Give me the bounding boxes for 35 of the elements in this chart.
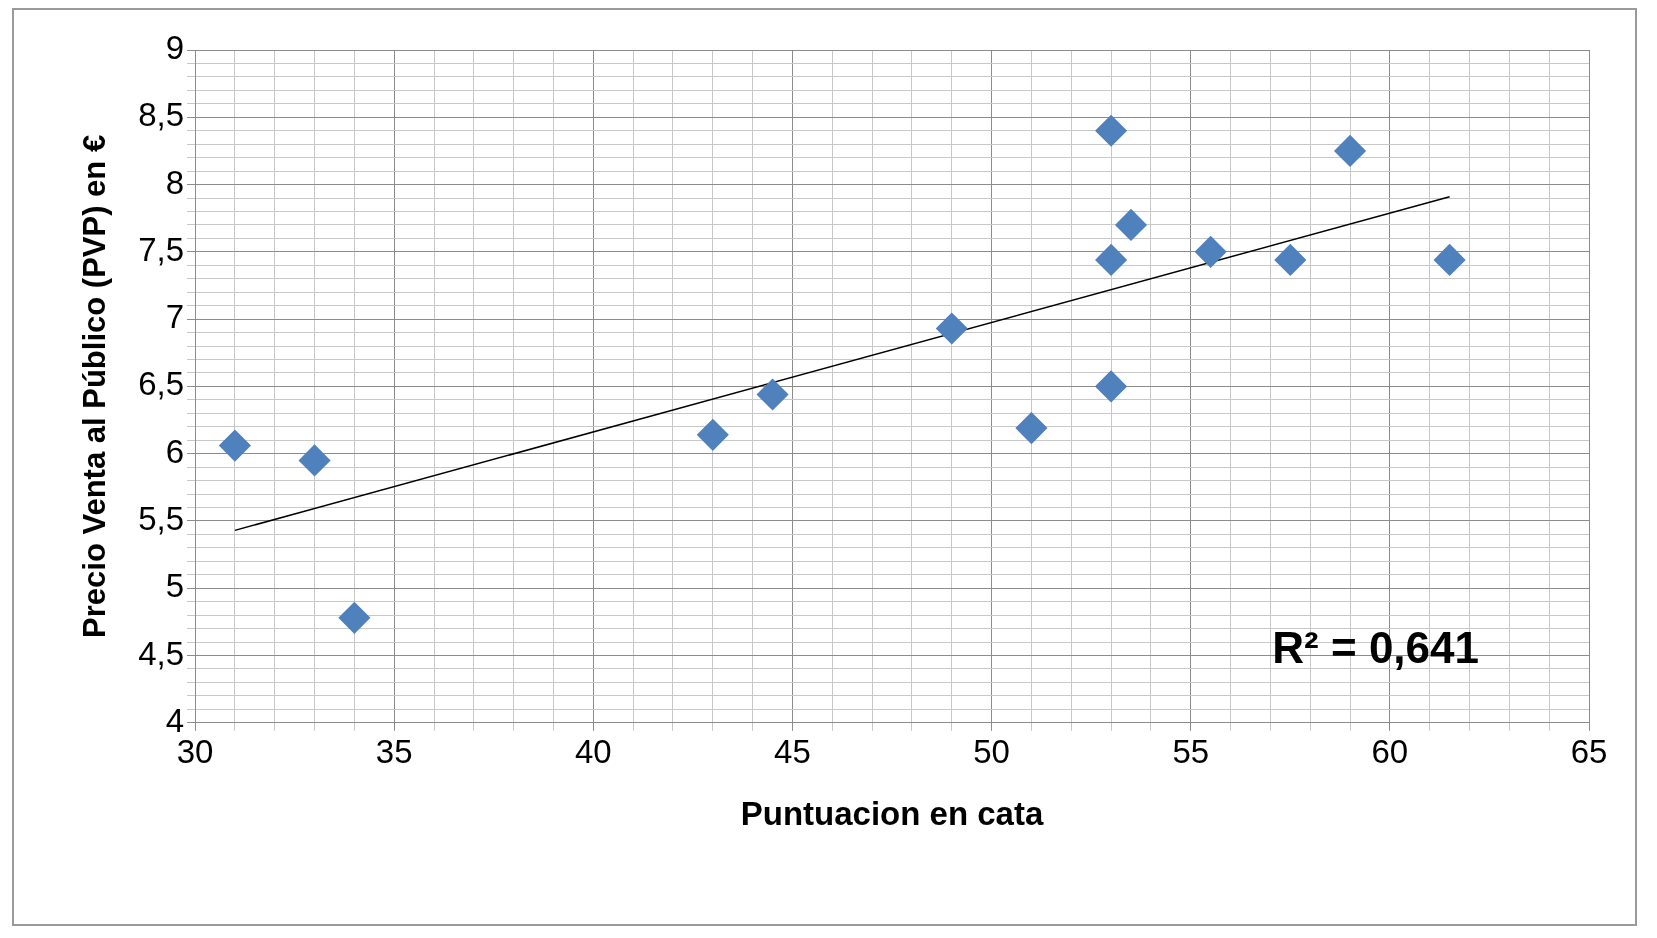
point	[1194, 236, 1227, 268]
x-tick-label: 55	[1172, 732, 1210, 770]
point	[697, 419, 729, 451]
x-axis-title: Puntuacion en cata	[740, 795, 1044, 833]
x-tick-label: 50	[973, 732, 1010, 770]
y-tick-label: 5,5	[138, 500, 185, 538]
point	[1334, 135, 1366, 167]
point	[1095, 114, 1127, 147]
y-tick-label: 9	[165, 29, 185, 67]
y-tick-label: 8	[165, 163, 185, 201]
y-tick-label: 6	[165, 432, 185, 470]
x-tick-label: 60	[1371, 732, 1409, 770]
point	[338, 602, 371, 634]
y-tick-label: 5	[165, 567, 185, 605]
y-tick-label: 4,5	[138, 634, 185, 672]
point	[1095, 244, 1127, 276]
point	[1274, 244, 1307, 276]
point	[1433, 244, 1466, 276]
annotation: R² = 0,641	[1272, 622, 1479, 672]
y-axis-title: Precio Venta al Público (PVP) en €	[77, 134, 113, 638]
point	[936, 312, 968, 345]
x-tick-label: 65	[1570, 732, 1608, 770]
x-tick-label: 35	[375, 732, 413, 770]
point	[219, 429, 251, 462]
point	[756, 378, 789, 411]
x-tick-label: 40	[574, 732, 612, 770]
point	[1015, 412, 1048, 444]
x-tick-label: 45	[774, 732, 811, 770]
y-tick-label: 7,5	[138, 230, 185, 268]
y-tick-label: 6,5	[138, 365, 185, 403]
point	[298, 444, 331, 477]
point	[1095, 370, 1127, 403]
point	[1115, 209, 1147, 241]
y-tick-label: 8,5	[138, 96, 185, 134]
y-tick-label: 7	[165, 298, 185, 336]
